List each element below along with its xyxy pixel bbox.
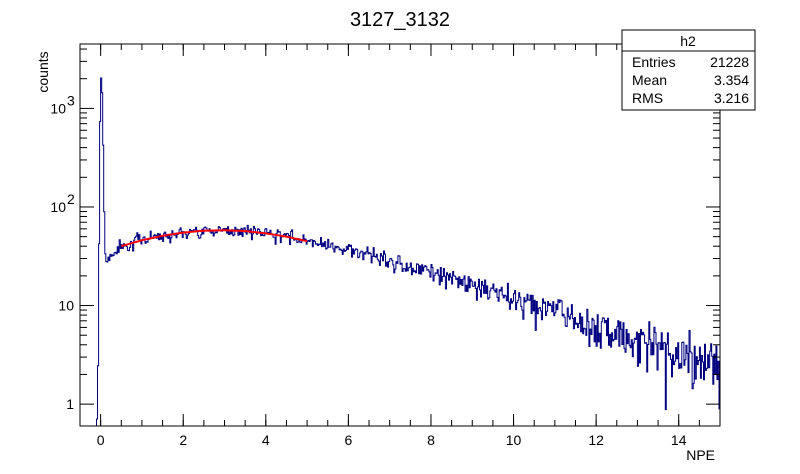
chart-title: 3127_3132 xyxy=(350,9,450,31)
stats-entries-label: Entries xyxy=(632,54,676,70)
stats-entries-value: 21228 xyxy=(710,54,749,70)
y-tick-label: 1 xyxy=(66,396,74,412)
x-tick-label: 12 xyxy=(588,432,604,448)
x-tick-label: 0 xyxy=(97,432,105,448)
histogram-line xyxy=(80,77,720,427)
fit-layer xyxy=(121,229,308,248)
stats-mean-value: 3.354 xyxy=(714,72,749,88)
stats-box-name: h2 xyxy=(680,33,696,49)
histogram-layer xyxy=(80,77,720,427)
x-tick-label: 14 xyxy=(671,432,687,448)
y-tick-label: 10 xyxy=(58,298,74,314)
x-axis-label: NPE xyxy=(686,447,715,463)
x-tick-label: 2 xyxy=(179,432,187,448)
stats-rms-value: 3.216 xyxy=(714,90,749,106)
stats-box-frame xyxy=(621,29,756,111)
y-tick-label: 10 xyxy=(50,100,66,116)
x-tick-label: 8 xyxy=(427,432,435,448)
stats-mean-label: Mean xyxy=(632,72,667,88)
fit-curve xyxy=(121,229,308,248)
stats-rms-label: RMS xyxy=(632,90,663,106)
x-tick-label: 4 xyxy=(262,432,270,448)
stats-box: h2 Entries 21228 Mean 3.354 RMS 3.216 xyxy=(621,29,756,111)
y-axis-label: counts xyxy=(35,51,51,92)
y-tick-exponent: 3 xyxy=(67,92,75,108)
y-tick-label: 10 xyxy=(50,199,66,215)
x-tick-label: 10 xyxy=(506,432,522,448)
y-tick-exponent: 2 xyxy=(67,191,75,207)
x-tick-label: 6 xyxy=(344,432,352,448)
plot-frame xyxy=(79,43,721,427)
